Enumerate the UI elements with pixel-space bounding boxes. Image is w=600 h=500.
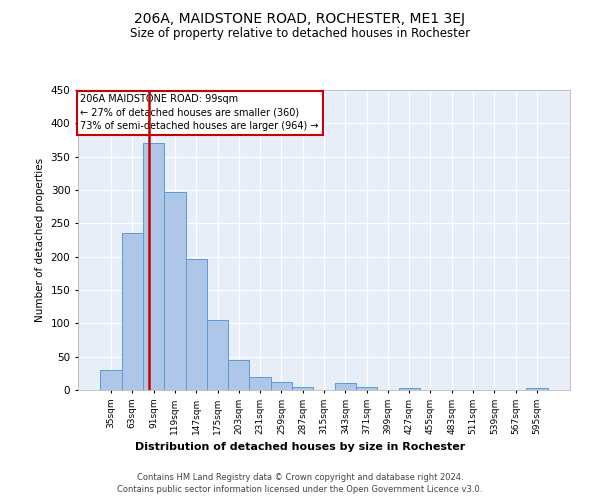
Text: Size of property relative to detached houses in Rochester: Size of property relative to detached ho… [130,28,470,40]
Text: 206A, MAIDSTONE ROAD, ROCHESTER, ME1 3EJ: 206A, MAIDSTONE ROAD, ROCHESTER, ME1 3EJ [134,12,466,26]
Text: Distribution of detached houses by size in Rochester: Distribution of detached houses by size … [135,442,465,452]
Bar [356,386,377,390]
Bar [526,388,548,390]
Y-axis label: Number of detached properties: Number of detached properties [35,158,45,322]
Bar [398,388,420,390]
Bar [271,382,292,390]
Bar [292,386,313,390]
Bar [335,384,356,390]
Text: 206A MAIDSTONE ROAD: 99sqm
← 27% of detached houses are smaller (360)
73% of sem: 206A MAIDSTONE ROAD: 99sqm ← 27% of deta… [80,94,319,131]
Bar [143,144,164,390]
Bar [100,370,122,390]
Bar [122,234,143,390]
Bar [207,320,228,390]
Bar [228,360,250,390]
Bar [250,376,271,390]
Text: Contains HM Land Registry data © Crown copyright and database right 2024.: Contains HM Land Registry data © Crown c… [137,472,463,482]
Bar [164,192,185,390]
Bar [185,258,207,390]
Text: Contains public sector information licensed under the Open Government Licence v3: Contains public sector information licen… [118,485,482,494]
